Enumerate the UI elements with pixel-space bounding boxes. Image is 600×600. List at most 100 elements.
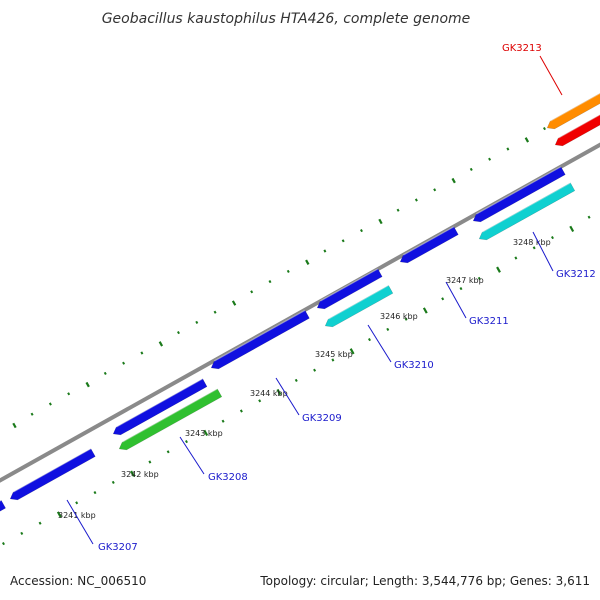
inner-track-tick xyxy=(166,450,170,454)
gene-arrow-highlight xyxy=(213,309,306,362)
gene-arrow-highlight xyxy=(557,114,600,139)
gene-label-leader xyxy=(445,281,467,319)
inner-track-tick xyxy=(1,542,5,546)
inner-track-tick xyxy=(258,399,262,403)
gene-label-leader xyxy=(275,377,300,416)
outer-track-tick xyxy=(341,239,345,243)
gene-arrow-highlight xyxy=(549,92,600,122)
genome-backbone xyxy=(0,142,600,483)
inner-track-tick xyxy=(148,460,152,464)
outer-track-tick xyxy=(305,259,310,265)
outer-track-tick xyxy=(103,371,107,375)
outer-track-tick xyxy=(524,137,530,143)
inner-track-tick xyxy=(368,338,371,342)
inner-track-tick xyxy=(441,297,445,301)
inner-tick-track xyxy=(1,215,591,546)
gene-label[interactable]: GK3207 xyxy=(98,542,138,553)
inner-track-tick xyxy=(477,276,481,280)
inner-track-tick xyxy=(459,287,463,291)
inner-track-tick xyxy=(130,470,135,477)
gene-label-leader xyxy=(367,324,392,363)
gene-arrow-highlight xyxy=(115,378,203,428)
inner-track-tick xyxy=(569,225,575,233)
outer-track-tick xyxy=(158,341,164,347)
inner-track-tick xyxy=(404,317,408,321)
inner-track-tick xyxy=(422,307,428,314)
gene-label[interactable]: GK3212 xyxy=(556,269,596,280)
outer-track-tick xyxy=(268,280,272,284)
inner-track-tick xyxy=(239,409,243,413)
gene-arrow xyxy=(554,114,600,147)
gene-arrow xyxy=(316,268,383,310)
outer-track-tick xyxy=(140,351,144,355)
gene-labels: GK3207 GK3208 GK3209 GK3210 GK3211 GK3212 GK32… xyxy=(66,43,596,553)
inner-track-tick xyxy=(313,368,317,372)
gene-arrow xyxy=(472,166,566,223)
gene-arrow xyxy=(0,499,6,512)
inner-track-tick xyxy=(203,429,209,437)
tick-label: 3244 kbp xyxy=(250,389,288,398)
gene-label[interactable]: GK3209 xyxy=(302,413,342,424)
outer-track-tick xyxy=(12,422,17,429)
gene-arrow xyxy=(210,309,310,370)
gene-arrow-highlight xyxy=(327,284,389,320)
tick-label: 3248 kbp xyxy=(513,238,551,247)
tick-label: 3241 kbp xyxy=(58,511,96,520)
gene-arrow-highlight xyxy=(12,448,92,493)
inner-track-tick xyxy=(587,215,591,219)
inner-track-tick xyxy=(386,327,390,331)
gene-arrow-highlight xyxy=(319,268,379,302)
outer-track-tick xyxy=(488,157,492,161)
gene-arrow xyxy=(9,448,96,501)
gene-label-leader xyxy=(532,231,554,272)
inner-track-tick xyxy=(111,480,115,484)
outer-track-tick xyxy=(414,198,418,202)
outer-track-tick xyxy=(286,269,290,273)
inner-track-tick xyxy=(276,388,282,396)
inner-track-tick xyxy=(185,440,188,444)
outer-track-tick xyxy=(506,147,510,151)
scale-tick-labels: 3241 kbp 3242 kbp 3243 kbp 3244 kbp 3245 kbp… xyxy=(58,238,551,520)
outer-track-tick xyxy=(48,402,52,406)
inner-track-tick xyxy=(331,358,335,362)
gene-label-leader xyxy=(66,499,94,545)
gene-label[interactable]: GK3210 xyxy=(394,360,434,371)
tick-label: 3243 kbp xyxy=(185,429,223,438)
outer-track-tick xyxy=(451,177,456,184)
outer-track-tick xyxy=(360,229,363,233)
gene-label[interactable]: GK3213 xyxy=(502,43,542,54)
outer-track-tick xyxy=(433,188,437,192)
inner-track-tick xyxy=(550,236,554,240)
tick-label: 3247 kbp xyxy=(446,276,484,285)
inner-track-tick xyxy=(349,348,355,355)
gene-features xyxy=(0,92,600,512)
inner-track-tick xyxy=(294,378,298,382)
outer-track-tick xyxy=(213,310,217,314)
gene-label-leader xyxy=(179,436,205,475)
inner-track-tick xyxy=(532,246,536,250)
inner-track-tick xyxy=(496,266,501,273)
accession-text: Accession: NC_006510 xyxy=(10,574,147,588)
outer-tick-track xyxy=(12,96,600,429)
inner-track-tick xyxy=(20,531,24,535)
outer-track-tick xyxy=(67,392,71,396)
outer-track-tick xyxy=(122,361,126,365)
gene-arrow xyxy=(478,182,576,241)
gene-label-leader xyxy=(539,55,563,96)
inner-track-tick xyxy=(38,521,42,525)
gene-arrow xyxy=(118,388,223,451)
tick-label: 3245 kbp xyxy=(315,350,353,359)
gene-arrow xyxy=(112,378,208,436)
map-title: Geobacillus kaustophilus HTA426, complet… xyxy=(102,11,471,27)
gene-arrow-highlight xyxy=(402,226,455,256)
outer-track-tick xyxy=(378,218,383,225)
gene-label[interactable]: GK3211 xyxy=(469,316,509,327)
outer-track-tick xyxy=(250,290,254,294)
gene-arrow xyxy=(324,285,394,328)
inner-track-tick xyxy=(221,419,225,423)
outer-track-tick xyxy=(543,127,546,131)
outer-track-tick xyxy=(396,208,400,212)
gene-label[interactable]: GK3208 xyxy=(208,472,248,483)
gene-arrow-highlight xyxy=(481,182,571,233)
gene-arrow xyxy=(399,226,459,264)
